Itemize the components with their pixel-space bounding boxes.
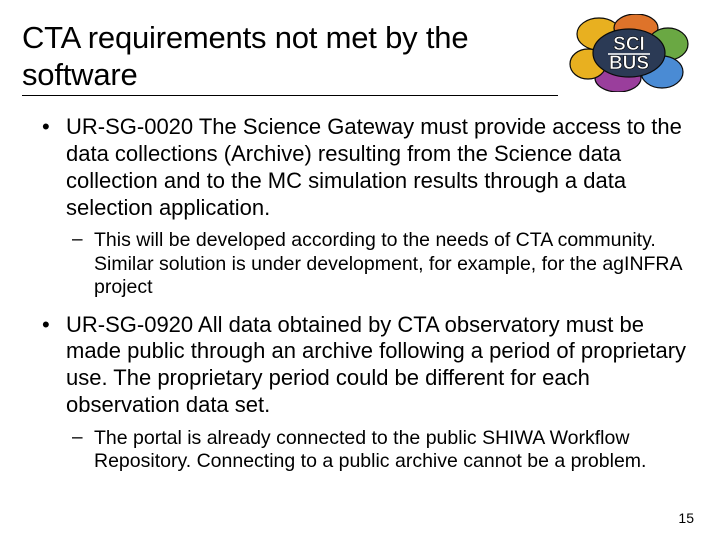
page-number: 15: [678, 510, 694, 526]
bullet-list: UR-SG-0020 The Science Gateway must prov…: [22, 114, 692, 474]
logo-text-bot: BUS: [609, 53, 649, 74]
bullet-text: UR-SG-0020 The Science Gateway must prov…: [66, 114, 682, 219]
logo-text-top: SCI: [613, 34, 645, 55]
slide-title: CTA requirements not met by the software: [22, 18, 558, 93]
header: CTA requirements not met by the software…: [22, 18, 692, 96]
scibus-logo: SCI BUS: [566, 14, 692, 92]
bullet-item: UR-SG-0920 All data obtained by CTA obse…: [22, 312, 692, 474]
bullet-text: UR-SG-0920 All data obtained by CTA obse…: [66, 312, 686, 417]
bullet-item: UR-SG-0020 The Science Gateway must prov…: [22, 114, 692, 299]
sub-bullet-list: The portal is already connected to the p…: [66, 427, 692, 474]
content-area: UR-SG-0020 The Science Gateway must prov…: [22, 114, 692, 474]
sub-bullet-text: This will be developed according to the …: [94, 229, 681, 298]
sub-bullet-text: The portal is already connected to the p…: [94, 427, 646, 472]
title-underline: [22, 95, 558, 96]
sub-bullet-item: The portal is already connected to the p…: [66, 427, 692, 474]
sub-bullet-item: This will be developed according to the …: [66, 229, 692, 299]
sub-bullet-list: This will be developed according to the …: [66, 229, 692, 299]
